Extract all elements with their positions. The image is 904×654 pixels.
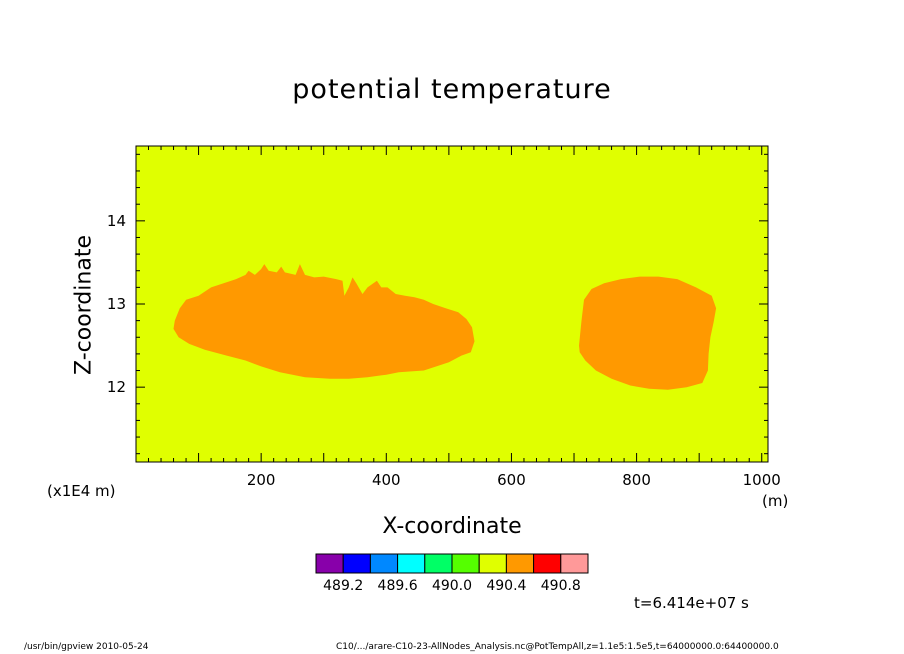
axis-tick-labels: 200 400 600 800 1000 12 13 14 [107, 212, 781, 489]
colorbar-swatch [342, 553, 371, 574]
colorbar-swatch [397, 553, 426, 574]
chart-title: potential temperature [292, 74, 612, 105]
x-axis-label: X-coordinate [382, 514, 522, 539]
axis-ticks [136, 146, 768, 462]
colorbar-swatch [451, 553, 480, 574]
colorbar-swatch [533, 553, 562, 574]
colorbar-swatch [478, 553, 507, 574]
colorbar-label: 490.8 [541, 578, 581, 594]
x-tick-label: 800 [622, 471, 651, 489]
footer-program-date: /usr/bin/gpview 2010-05-24 [24, 642, 149, 652]
y-tick-label: 12 [107, 378, 126, 396]
contour-regions [173, 264, 717, 390]
y-tick-label: 13 [107, 295, 126, 313]
x-tick-label: 600 [497, 471, 526, 489]
x-tick-label: 200 [247, 471, 276, 489]
y-tick-label: 14 [107, 212, 126, 230]
colorbar-label: 489.6 [378, 578, 418, 594]
colorbar-label: 489.2 [323, 578, 363, 594]
contour-region-2 [579, 276, 717, 390]
x-tick-label: 400 [372, 471, 401, 489]
contour-region-1 [173, 264, 475, 379]
colorbar-swatch [369, 553, 399, 574]
footer-data-source: C10/.../arare-C10-23-AllNodes_Analysis.n… [336, 642, 779, 652]
colorbar-label: 490.0 [432, 578, 472, 594]
colorbar-swatch [560, 553, 589, 574]
y-axis-label: Z-coordinate [71, 235, 97, 375]
time-annotation: t=6.414e+07 s [634, 594, 749, 612]
x-tick-label: 1000 [743, 471, 781, 489]
x-axis-units: (m) [762, 492, 789, 510]
colorbar: 489.2 489.6 490.0 490.4 490.8 [315, 553, 589, 594]
colorbar-swatch [315, 553, 344, 574]
colorbar-swatch [424, 553, 453, 574]
colorbar-label: 490.4 [486, 578, 526, 594]
y-axis-units: (x1E4 m) [47, 482, 116, 500]
colorbar-swatch [505, 553, 535, 574]
